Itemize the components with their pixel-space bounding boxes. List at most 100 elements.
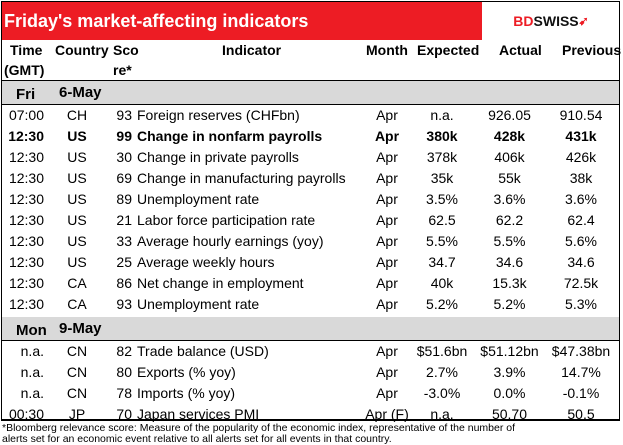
cell-time: 12:30 [8, 170, 44, 186]
cell-indicator: Labor force participation rate [137, 212, 316, 228]
cell-actual: 50.70 [491, 406, 528, 422]
cell-actual: 406k [494, 149, 525, 165]
cell-country: CA [67, 296, 87, 312]
cell-actual: 3.9% [493, 364, 526, 380]
table-border [1, 1, 620, 421]
cell-country: US [67, 170, 87, 186]
cell-expected: 62.5 [428, 212, 456, 228]
cell-score: 70 [116, 406, 132, 422]
cell-time: 12:30 [8, 254, 44, 270]
header-time: Time (GMT) [4, 42, 45, 78]
cell-country: US [67, 128, 87, 144]
cell-score: 80 [116, 364, 132, 380]
cell-expected: $51.6bn [416, 343, 468, 359]
table-row: 12:30 US 21 Labor force participation rate A… [2, 210, 619, 231]
cell-time: 12:30 [8, 149, 44, 165]
cell-expected: 3.5% [426, 191, 458, 207]
cell-actual: 15.3k [492, 275, 527, 291]
cell-previous: -0.1% [562, 385, 600, 401]
cell-expected: 34.7 [428, 254, 456, 270]
cell-indicator: Net change in employment [137, 275, 304, 291]
cell-indicator: Exports (% yoy) [137, 364, 236, 380]
cell-actual: 34.6 [495, 254, 524, 270]
table-row: 12:30 US 99 Change in nonfarm payrolls Apr 38… [2, 126, 619, 147]
cell-month: Apr [376, 385, 398, 401]
table-row: 12:30 US 30 Change in private payrolls Apr 37… [2, 147, 619, 168]
table-row: 12:30 US 33 Average hourly earnings (yoy) Ap… [2, 231, 619, 252]
cell-score: 69 [116, 170, 132, 186]
cell-country: JP [68, 406, 86, 422]
cell-previous: 14.7% [561, 364, 601, 380]
table-header: Time (GMT) Country Sco re* Indicator Month… [2, 40, 622, 81]
cell-indicator: Change in manufacturing payrolls [137, 170, 346, 186]
header-previous: Previous [562, 42, 622, 58]
cell-month: Apr [374, 128, 400, 144]
cell-time: 12:30 [8, 296, 44, 312]
table-row: 12:30 US 25 Average weekly hours Apr 34.7 34.6… [2, 252, 619, 273]
cell-actual: 62.2 [495, 212, 524, 228]
cell-time: 07:00 [8, 107, 44, 123]
cell-time: n.a. [20, 364, 44, 380]
day-band: Fri 6-May [2, 81, 619, 105]
header-indicator: Indicator [222, 42, 282, 58]
header-month: Month [366, 42, 408, 58]
cell-month: Apr (F) [365, 406, 409, 422]
cell-time: 12:30 [8, 275, 44, 291]
table-row: 12:30 CA 86 Net change in employment Apr 40k 1… [2, 273, 619, 294]
bdswiss-logo: BD SWISS ➹ [513, 13, 589, 29]
cell-country: US [67, 254, 87, 270]
cell-score: 25 [116, 254, 132, 270]
cell-indicator: Average weekly hours [137, 254, 275, 270]
cell-time: 12:30 [8, 233, 44, 249]
cell-score: 89 [116, 191, 132, 207]
cell-actual: $51.12bn [480, 343, 539, 359]
cell-expected: 378k [426, 149, 458, 165]
cell-indicator: Japan services PMI [137, 406, 260, 422]
cell-month: Apr [376, 107, 398, 123]
cell-previous: 5.6% [565, 233, 597, 249]
cell-month: Apr [376, 212, 398, 228]
cell-expected: 5.5% [426, 233, 458, 249]
cell-expected: n.a. [430, 406, 454, 422]
cell-country: US [67, 191, 87, 207]
cell-indicator: Unemployment rate [137, 191, 260, 207]
cell-country: US [67, 233, 87, 249]
header-score: Sco re* [113, 42, 139, 78]
cell-indicator: Trade balance (USD) [137, 343, 269, 359]
cell-previous: 910.54 [559, 107, 603, 123]
cell-month: Apr [376, 149, 398, 165]
cell-previous: 38k [569, 170, 593, 186]
cell-indicator: Imports (% yoy) [137, 385, 236, 401]
header-expected: Expected [417, 42, 480, 58]
cell-previous: 426k [565, 149, 597, 165]
cell-time: n.a. [20, 385, 44, 401]
cell-previous: 3.6% [565, 191, 597, 207]
cell-month: Apr [376, 254, 398, 270]
cell-country: US [67, 212, 87, 228]
cell-expected: n.a. [430, 107, 454, 123]
cell-actual: 3.6% [493, 191, 526, 207]
day-label: Fri [16, 86, 36, 103]
cell-country: CN [66, 385, 88, 401]
date-label: 6-May [59, 84, 102, 101]
cell-country: US [67, 149, 87, 165]
arrow-icon: ➹ [578, 14, 589, 28]
page-title: Friday's market-affecting indicators [2, 2, 482, 40]
cell-previous: 431k [565, 128, 597, 144]
table-row: n.a. CN 80 Exports (% yoy) Apr 2.7% 3.9% 14.7% [2, 362, 619, 383]
cell-indicator: Change in nonfarm payrolls [137, 128, 323, 144]
cell-indicator: Foreign reserves (CHFbn) [137, 107, 300, 123]
table-row: 00:30 JP 70 Japan services PMI Apr (F) n.a. 50… [2, 404, 619, 425]
cell-month: Apr [376, 191, 398, 207]
day-label: Mon [16, 322, 47, 339]
cell-indicator: Unemployment rate [137, 296, 260, 312]
header-country: Country [55, 42, 109, 58]
cell-previous: 5.3% [565, 296, 597, 312]
cell-country: CN [66, 364, 88, 380]
cell-actual: 5.5% [493, 233, 526, 249]
cell-month: Apr [376, 233, 398, 249]
cell-time: 12:30 [8, 128, 44, 144]
cell-actual: 55k [498, 170, 521, 186]
cell-expected: 40k [430, 275, 454, 291]
